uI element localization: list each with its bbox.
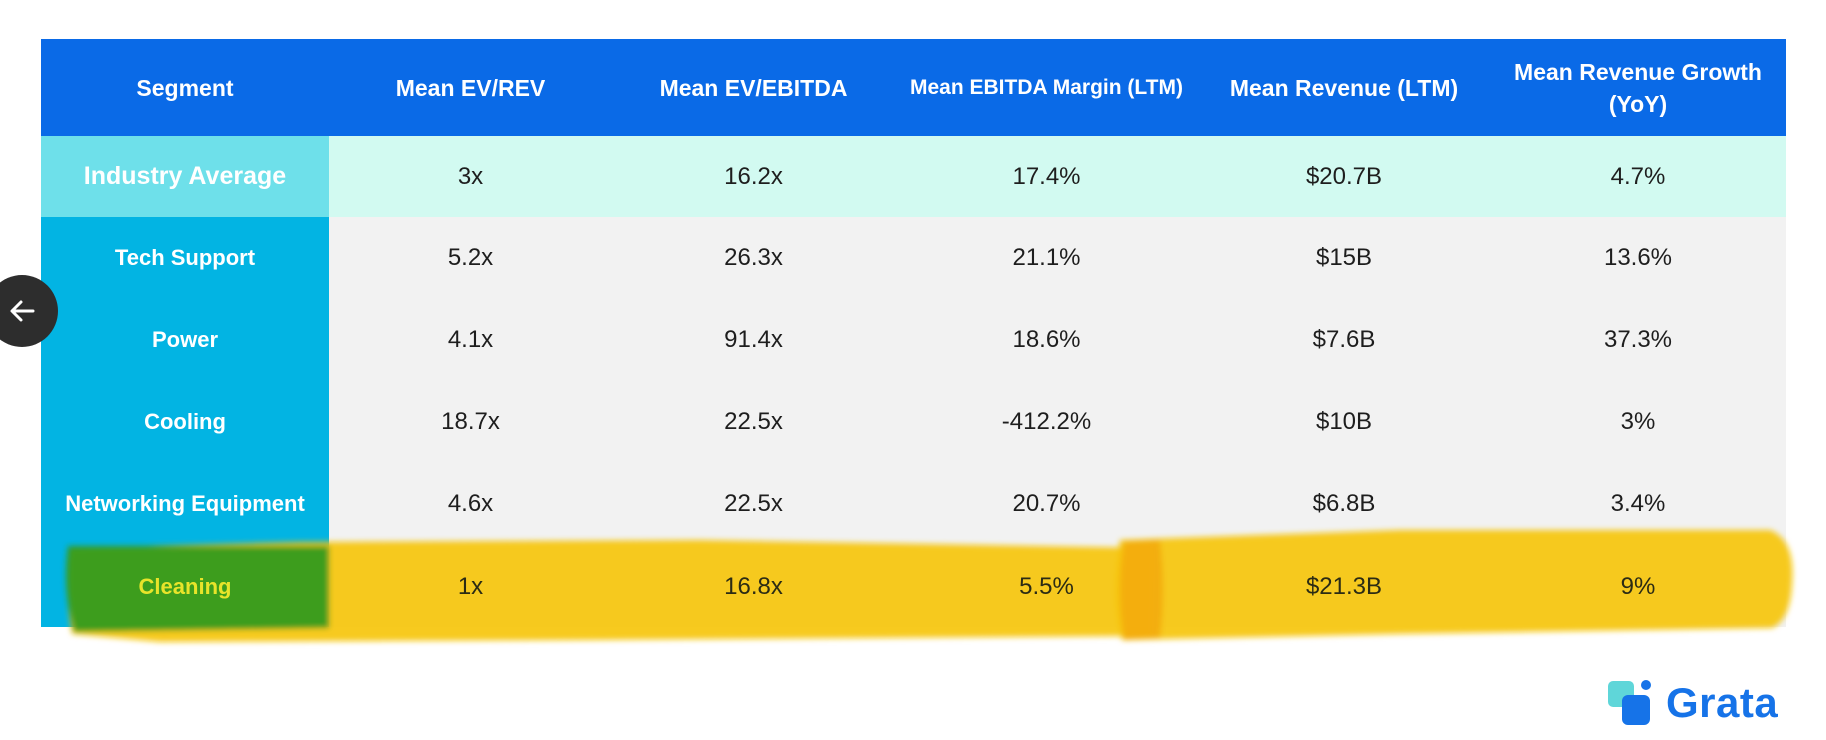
segment-cell: Power <box>41 299 329 381</box>
value-cell: 17.4% <box>895 136 1198 217</box>
segment-cell: Cleaning <box>41 545 329 627</box>
value-cell: 37.3% <box>1490 299 1786 381</box>
value-cell: 20.7% <box>895 463 1198 545</box>
value-cell: 91.4x <box>612 299 895 381</box>
header-revenue: Mean Revenue (LTM) <box>1198 39 1490 136</box>
value-cell: 3x <box>329 136 612 217</box>
table-header-row: Segment Mean EV/REV Mean EV/EBITDA Mean … <box>41 39 1786 136</box>
value-cell: 9% <box>1490 545 1786 627</box>
grata-logo-icon <box>1608 680 1651 725</box>
segment-cell: Tech Support <box>41 217 329 299</box>
value-cell: 4.7% <box>1490 136 1786 217</box>
value-cell: 3% <box>1490 381 1786 463</box>
header-revenue-growth-line2: (YoY) <box>1608 90 1668 117</box>
value-cell: 4.6x <box>329 463 612 545</box>
value-cell: 26.3x <box>612 217 895 299</box>
segment-cell: Cooling <box>41 381 329 463</box>
header-ev-rev: Mean EV/REV <box>329 39 612 136</box>
value-cell: 22.5x <box>612 381 895 463</box>
header-segment: Segment <box>41 39 329 136</box>
value-cell: 5.5% <box>895 545 1198 627</box>
value-cell: 4.1x <box>329 299 612 381</box>
grata-logo-text: Grata <box>1666 679 1779 726</box>
value-cell: $10B <box>1198 381 1490 463</box>
table-row-average: Industry Average 3x 16.2x 17.4% $20.7B 4.7% <box>41 136 1786 217</box>
value-cell: $7.6B <box>1198 299 1490 381</box>
value-cell: 13.6% <box>1490 217 1786 299</box>
back-button[interactable] <box>0 275 58 347</box>
header-revenue-growth: Mean Revenue Growth (YoY) <box>1490 39 1786 136</box>
value-cell: 21.1% <box>895 217 1198 299</box>
value-cell: 18.7x <box>329 381 612 463</box>
header-ebitda-margin: Mean EBITDA Margin (LTM) <box>895 39 1198 136</box>
table-body: Industry Average 3x 16.2x 17.4% $20.7B 4.7% Te… <box>41 136 1786 627</box>
value-cell: $20.7B <box>1198 136 1490 217</box>
value-cell: -412.2% <box>895 381 1198 463</box>
table-row: Networking Equipment 4.6x 22.5x 20.7% $6.8B 3… <box>41 463 1786 545</box>
arrow-left-icon <box>10 300 35 322</box>
value-cell: 5.2x <box>329 217 612 299</box>
value-cell: $15B <box>1198 217 1490 299</box>
value-cell: $21.3B <box>1198 545 1490 627</box>
table-row: Power 4.1x 91.4x 18.6% $7.6B 37.3% <box>41 299 1786 381</box>
table-row: Tech Support 5.2x 26.3x 21.1% $15B 13.6% <box>41 217 1786 299</box>
segment-cell: Industry Average <box>41 136 329 217</box>
grata-logo: Grata <box>1606 676 1796 730</box>
table-row: Cooling 18.7x 22.5x -412.2% $10B 3% <box>41 381 1786 463</box>
header-revenue-growth-line1: Mean Revenue Growth <box>1514 58 1762 85</box>
value-cell: $6.8B <box>1198 463 1490 545</box>
value-cell: 18.6% <box>895 299 1198 381</box>
value-cell: 22.5x <box>612 463 895 545</box>
value-cell: 3.4% <box>1490 463 1786 545</box>
value-cell: 16.8x <box>612 545 895 627</box>
value-cell: 1x <box>329 545 612 627</box>
segment-cell: Networking Equipment <box>41 463 329 545</box>
header-ev-ebitda: Mean EV/EBITDA <box>612 39 895 136</box>
valuation-table: Segment Mean EV/REV Mean EV/EBITDA Mean … <box>41 39 1786 627</box>
value-cell: 16.2x <box>612 136 895 217</box>
